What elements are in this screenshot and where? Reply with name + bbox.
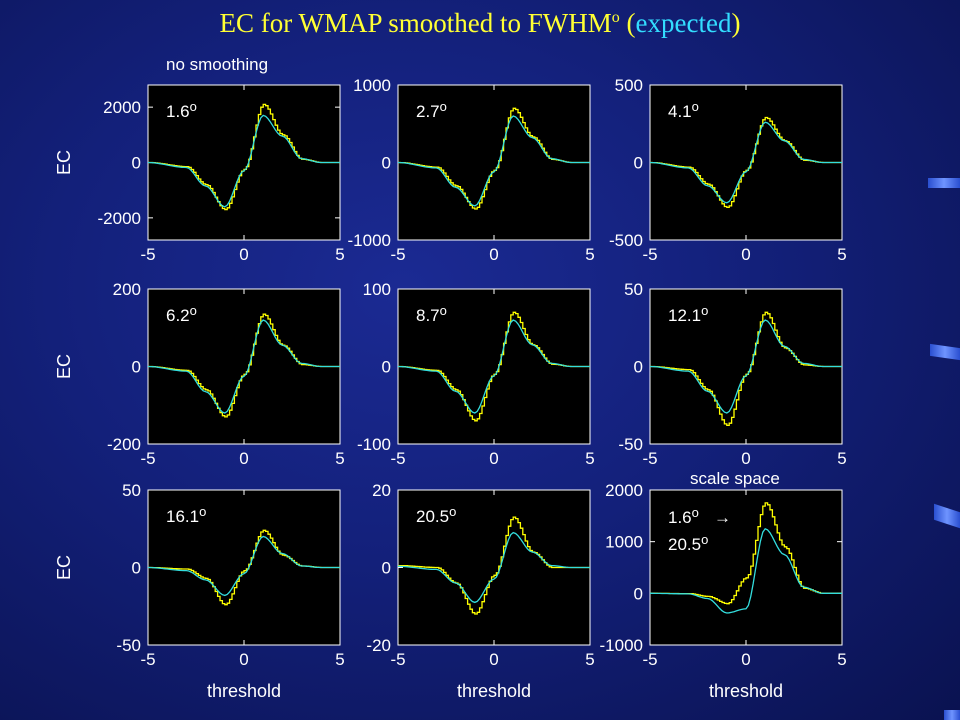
panel-16.1-ylabel: EC <box>54 555 74 580</box>
panel-1.6-xtick-label: 5 <box>335 245 344 264</box>
panel-20.5-xtick-label: -5 <box>390 650 405 669</box>
panel-12.1-series-yellow <box>650 311 842 427</box>
panel-4.1-xtick-label: -5 <box>642 245 657 264</box>
title-expected: expected <box>635 8 732 38</box>
panel-20.5-xtick-label: 0 <box>489 650 498 669</box>
panel-4.1-series-cyan <box>649 121 842 204</box>
panel-2.7-xtick-label: 0 <box>489 245 498 264</box>
panel-4.1-label: 4.1o <box>668 99 699 121</box>
panel-20.5-xlabel: threshold <box>457 681 531 701</box>
title-close: ) <box>731 8 741 38</box>
title-degree-sup: o <box>611 9 620 26</box>
panel-6.2-xtick-label: 5 <box>335 449 344 468</box>
panel-8.7-ytick-label: -100 <box>357 435 391 454</box>
panel-1.6-ylabel: EC <box>54 150 74 175</box>
panel-1.6-label: 1.6o <box>166 99 197 121</box>
panel-2.7-xtick-label: 5 <box>585 245 594 264</box>
panel-8.7-series-cyan <box>397 319 590 414</box>
panel-6.2-series-cyan <box>147 319 340 414</box>
panel-12.1-series-cyan <box>649 319 842 414</box>
decor-strip-1 <box>928 178 960 188</box>
panel-12.1-ytick-label: 50 <box>624 280 643 299</box>
panel-scale-space-plot-area <box>649 489 843 646</box>
panel-2.7-ytick-label: -1000 <box>348 231 391 250</box>
panel-4.1-ytick-label: 0 <box>634 154 643 173</box>
panel-scale-space-xtick-label: 5 <box>837 650 846 669</box>
panel-scale-space-series-cyan <box>650 527 842 614</box>
panel-scale-space-xtick-label: -5 <box>642 650 657 669</box>
panel-scale-space-ytick-label: -1000 <box>600 636 643 655</box>
panel-6.2-plot-area <box>147 288 341 445</box>
panel-16.1-xlabel: threshold <box>207 681 281 701</box>
panel-scale-space-label-end: 20.5o <box>668 532 708 554</box>
panel-2.7-series-cyan <box>397 115 590 207</box>
panel-16.1-label: 16.1o <box>166 504 206 526</box>
panel-1.6-xtick-label: -5 <box>140 245 155 264</box>
panel-6.2-ytick-label: 0 <box>132 358 141 377</box>
panel-1.6-ytick-label: 2000 <box>103 98 141 117</box>
title-prefix: EC for WMAP smoothed to FWHM <box>219 8 612 38</box>
panel-scale-space-xlabel: threshold <box>709 681 783 701</box>
note-scale-space: scale space <box>690 469 780 488</box>
panel-8.7-xtick-label: 5 <box>585 449 594 468</box>
panel-20.5-ytick-label: -20 <box>366 636 391 655</box>
panel-1.6-series-cyan <box>147 114 340 208</box>
panel-20.5-xtick-label: 5 <box>585 650 594 669</box>
panel-scale-space-label-arrow: → <box>714 508 731 527</box>
panel-1.6-ytick-label: -2000 <box>98 209 141 228</box>
panel-16.1-xtick-label: -5 <box>140 650 155 669</box>
panel-8.7-label: 8.7o <box>416 303 447 325</box>
decor-strip-4 <box>944 710 960 720</box>
panel-8.7-ytick-label: 0 <box>382 358 391 377</box>
panel-2.7-ytick-label: 0 <box>382 154 391 173</box>
panel-scale-space-label-start: 1.6o <box>668 505 699 527</box>
panel-6.2-ytick-label: -200 <box>107 435 141 454</box>
panel-16.1-ytick-label: 0 <box>132 559 141 578</box>
panel-6.2-xtick-label: 0 <box>239 449 248 468</box>
panel-12.1-ytick-label: 0 <box>634 358 643 377</box>
panel-1.6-ytick-label: 0 <box>132 154 141 173</box>
panel-8.7-plot-area <box>397 288 591 445</box>
panel-4.1-xtick-label: 5 <box>837 245 846 264</box>
panel-4.1-ytick-label: 500 <box>615 76 643 95</box>
panel-1.6-xtick-label: 0 <box>239 245 248 264</box>
panel-12.1-label: 12.1o <box>668 303 708 325</box>
panel-scale-space-ytick-label: 2000 <box>605 481 643 500</box>
panel-12.1-xtick-label: 0 <box>741 449 750 468</box>
panel-20.5-ytick-label: 20 <box>372 481 391 500</box>
panel-8.7-ytick-label: 100 <box>363 280 391 299</box>
panel-scale-space-series-yellow <box>650 502 842 605</box>
panel-scale-space-ytick-label: 0 <box>634 584 643 603</box>
panel-20.5-label: 20.5o <box>416 504 456 526</box>
panel-6.2-label: 6.2o <box>166 303 197 325</box>
panel-20.5-ytick-label: 0 <box>382 559 391 578</box>
panel-6.2-ylabel: EC <box>54 354 74 379</box>
panel-16.1-ytick-label: -50 <box>116 636 141 655</box>
panel-scale-space-ytick-label: 1000 <box>605 533 643 552</box>
note-no-smoothing: no smoothing <box>166 55 268 74</box>
panel-12.1-xtick-label: -5 <box>642 449 657 468</box>
panel-12.1-xtick-label: 5 <box>837 449 846 468</box>
panel-scale-space-xtick-label: 0 <box>741 650 750 669</box>
panel-6.2-ytick-label: 200 <box>113 280 141 299</box>
panel-12.1-ytick-label: -50 <box>618 435 643 454</box>
panel-2.7-label: 2.7o <box>416 99 447 121</box>
panel-20.5-series-cyan <box>397 531 590 604</box>
panel-16.1-xtick-label: 0 <box>239 650 248 669</box>
panel-16.1-series-cyan <box>148 535 340 597</box>
panel-4.1-xtick-label: 0 <box>741 245 750 264</box>
panel-8.7-xtick-label: 0 <box>489 449 498 468</box>
panel-6.2-xtick-label: -5 <box>140 449 155 468</box>
panel-4.1-ytick-label: -500 <box>609 231 643 250</box>
slide-title: EC for WMAP smoothed to FWHMo (expected) <box>0 8 960 39</box>
panel-12.1-plot-area <box>649 288 843 445</box>
panel-2.7-xtick-label: -5 <box>390 245 405 264</box>
title-open: ( <box>619 8 636 38</box>
panel-4.1-plot-area <box>649 84 843 241</box>
panel-8.7-xtick-label: -5 <box>390 449 405 468</box>
panel-16.1-xtick-label: 5 <box>335 650 344 669</box>
panel-16.1-ytick-label: 50 <box>122 481 141 500</box>
panel-2.7-ytick-label: 1000 <box>353 76 391 95</box>
